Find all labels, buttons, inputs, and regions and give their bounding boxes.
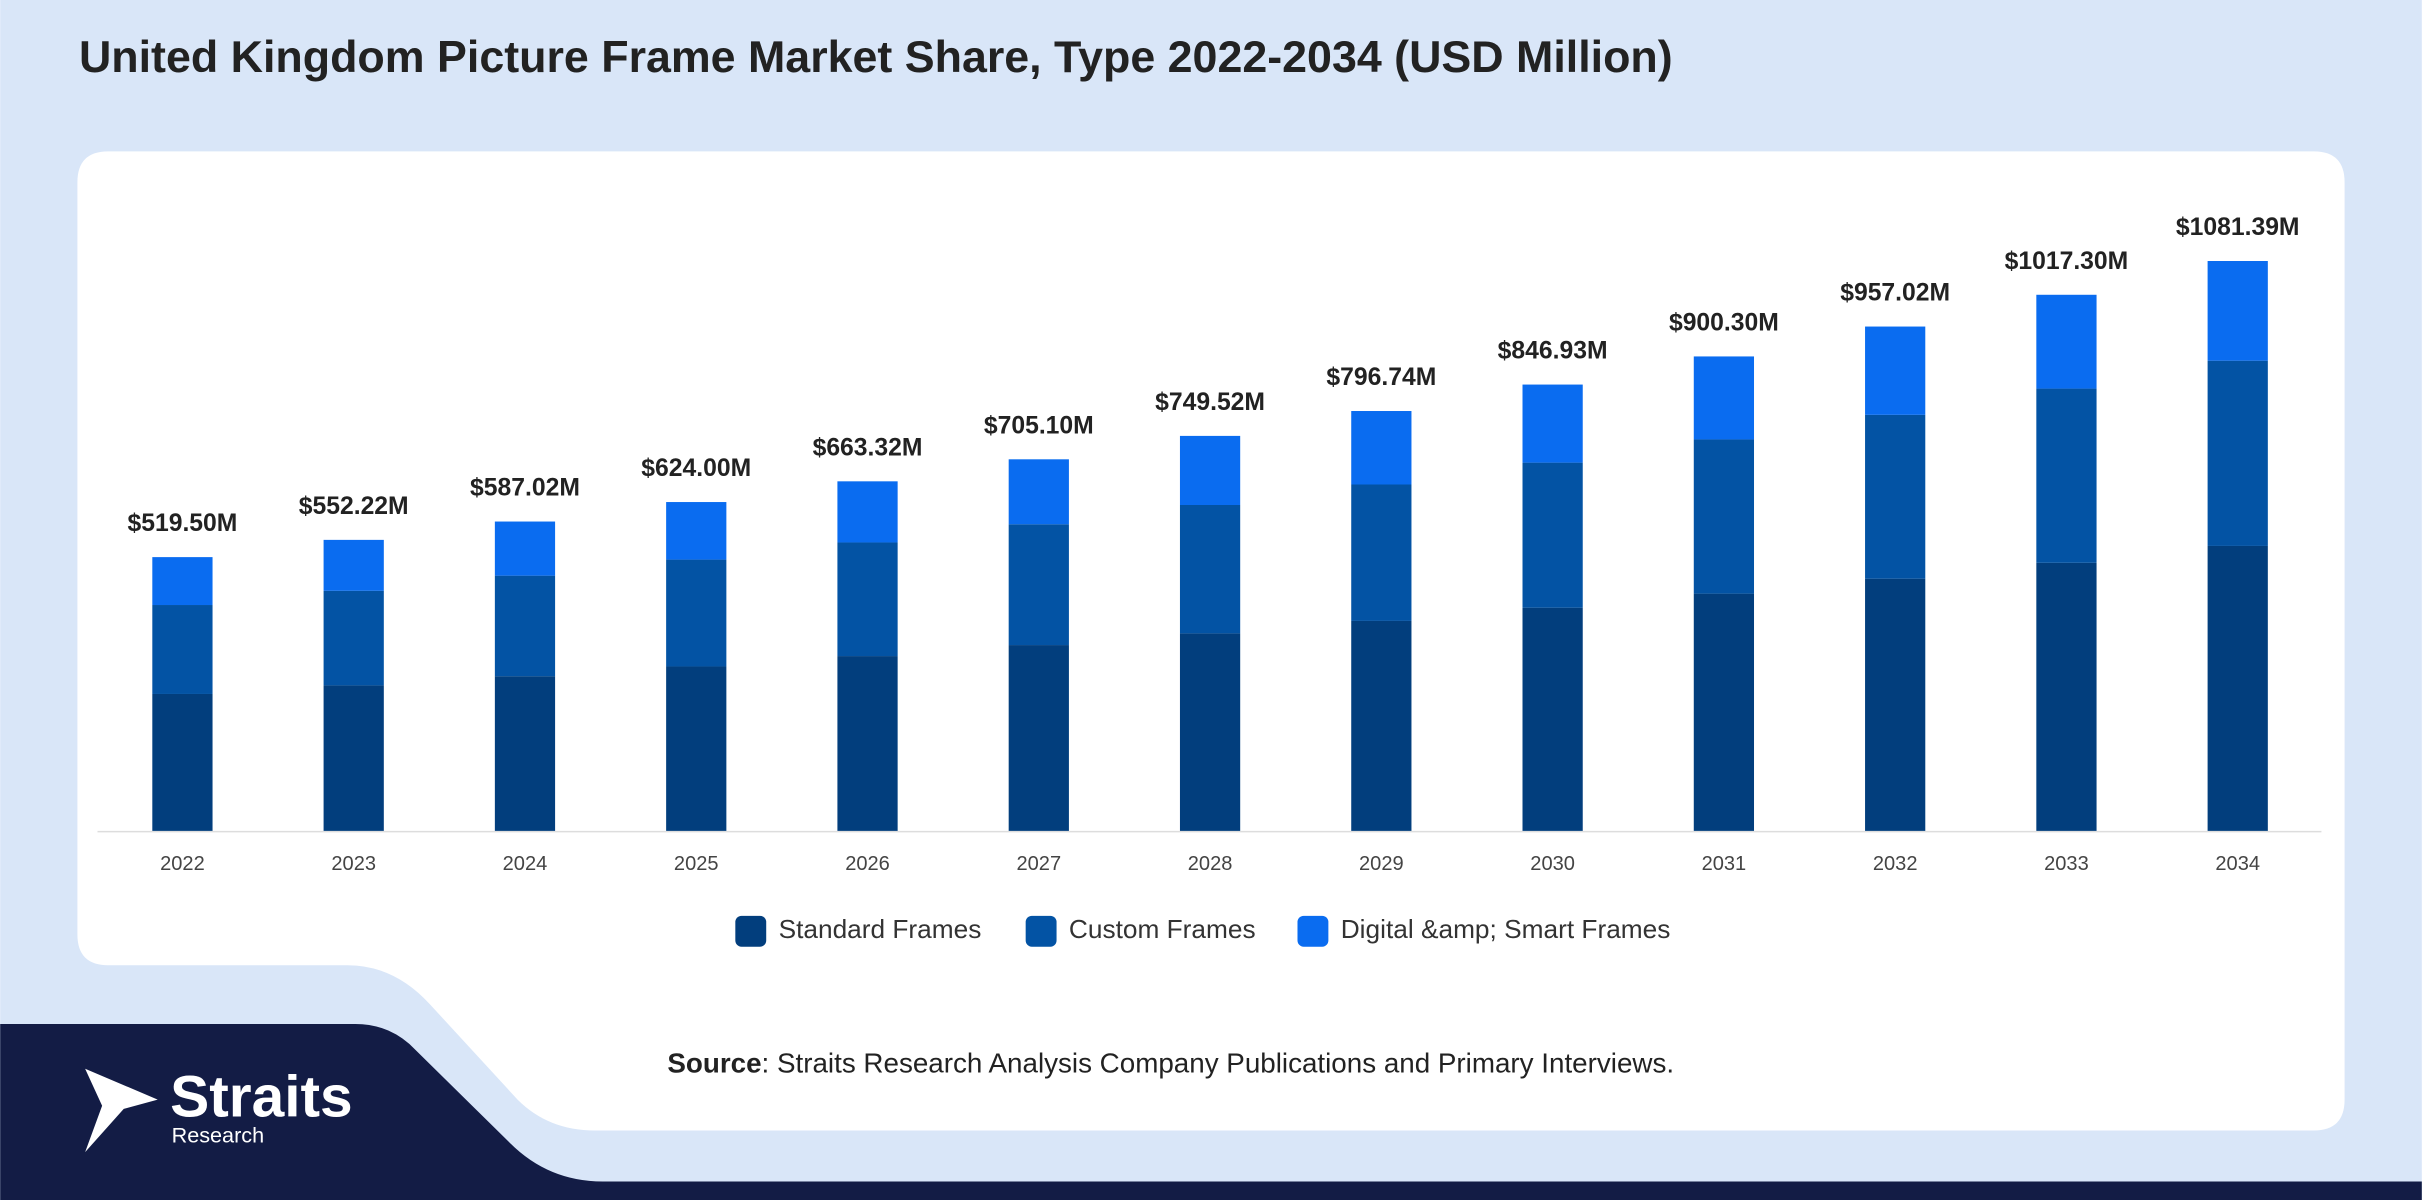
- bar-segment: [837, 481, 898, 543]
- bar-segment: [666, 502, 727, 560]
- x-tick-label: 2032: [1873, 853, 1918, 875]
- chart-title: United Kingdom Picture Frame Market Shar…: [79, 32, 1673, 82]
- x-tick-label: 2030: [1530, 853, 1575, 875]
- bar-segment: [152, 693, 213, 831]
- x-tick-label: 2027: [1016, 853, 1061, 875]
- total-label: $705.10M: [984, 412, 1094, 439]
- bar-segment: [1351, 620, 1412, 831]
- bar-segment: [1179, 435, 1241, 505]
- total-label: $587.02M: [470, 475, 580, 502]
- x-tick-label: 2033: [2044, 853, 2089, 875]
- logo-sub: Research: [172, 1122, 264, 1147]
- total-label: $796.74M: [1326, 364, 1436, 391]
- bar-segment: [323, 590, 384, 686]
- bar-segment: [837, 542, 898, 657]
- source-label: Source: [667, 1048, 761, 1079]
- x-tick-label: 2023: [331, 853, 376, 875]
- total-label: $552.22M: [299, 493, 409, 520]
- legend-swatch: [735, 915, 767, 947]
- bar-segment: [837, 656, 898, 831]
- total-label: $846.93M: [1498, 338, 1608, 365]
- bar-segment: [1865, 326, 1926, 415]
- bar-segment: [1865, 414, 1926, 579]
- bar-segment: [1522, 462, 1583, 608]
- total-label: $1081.39M: [2176, 214, 2300, 241]
- bar-segment: [1693, 439, 1755, 594]
- total-label: $1017.30M: [2005, 248, 2129, 275]
- total-label: $663.32M: [813, 434, 923, 461]
- bar-segment: [1522, 384, 1583, 463]
- bar-segment: [2036, 388, 2097, 563]
- legend-label: Custom Frames: [1069, 914, 1256, 944]
- total-label: $957.02M: [1840, 280, 1950, 307]
- legend-swatch: [1025, 915, 1057, 947]
- bar-segment: [323, 539, 384, 591]
- bar-segment: [1008, 645, 1069, 831]
- source-note: Source: Straits Research Analysis Compan…: [667, 1048, 1674, 1079]
- x-tick-label: 2025: [674, 853, 719, 875]
- bar-segment: [494, 575, 556, 677]
- x-tick-label: 2029: [1359, 853, 1404, 875]
- bar-segment: [1693, 593, 1755, 831]
- logo-name: Straits: [170, 1065, 353, 1130]
- bar-segment: [2207, 545, 2268, 831]
- bar-segment: [152, 557, 213, 606]
- x-tick-label: 2026: [845, 853, 890, 875]
- bar-segment: [1008, 459, 1069, 525]
- x-tick-label: 2024: [503, 853, 548, 875]
- legend-label: Digital &amp; Smart Frames: [1341, 914, 1671, 944]
- bar-segment: [1693, 356, 1755, 440]
- bar-segment: [494, 521, 556, 576]
- bar-segment: [666, 559, 727, 667]
- bar-segment: [1865, 578, 1926, 831]
- x-tick-label: 2031: [1702, 853, 1747, 875]
- bar-segment: [1522, 607, 1583, 831]
- logo-mark: [85, 1068, 158, 1153]
- bar-segment: [1351, 411, 1412, 485]
- bar-segment: [1351, 484, 1412, 621]
- bar-segment: [152, 605, 213, 694]
- bar-segment: [1179, 504, 1241, 634]
- bar-segment: [2036, 562, 2097, 831]
- bar-segment: [1179, 633, 1241, 831]
- legend-label: Standard Frames: [779, 914, 982, 944]
- total-label: $749.52M: [1155, 389, 1265, 416]
- bar-segment: [323, 685, 384, 831]
- x-tick-label: 2028: [1188, 853, 1233, 875]
- legend-swatch: [1297, 915, 1329, 947]
- x-tick-label: 2022: [160, 853, 205, 875]
- bar-segment: [1008, 524, 1069, 646]
- total-label: $900.30M: [1669, 310, 1779, 337]
- total-label: $624.00M: [641, 455, 751, 482]
- bar-segment: [2207, 360, 2268, 546]
- total-label: $519.50M: [127, 510, 237, 537]
- footer-band: [0, 1023, 2422, 1200]
- bar-segment: [666, 666, 727, 831]
- x-tick-label: 2034: [2215, 853, 2260, 875]
- source-text: : Straits Research Analysis Company Publ…: [762, 1048, 1675, 1079]
- bar-segment: [2207, 261, 2268, 361]
- bar-segment: [2036, 294, 2097, 389]
- bar-segment: [494, 676, 556, 831]
